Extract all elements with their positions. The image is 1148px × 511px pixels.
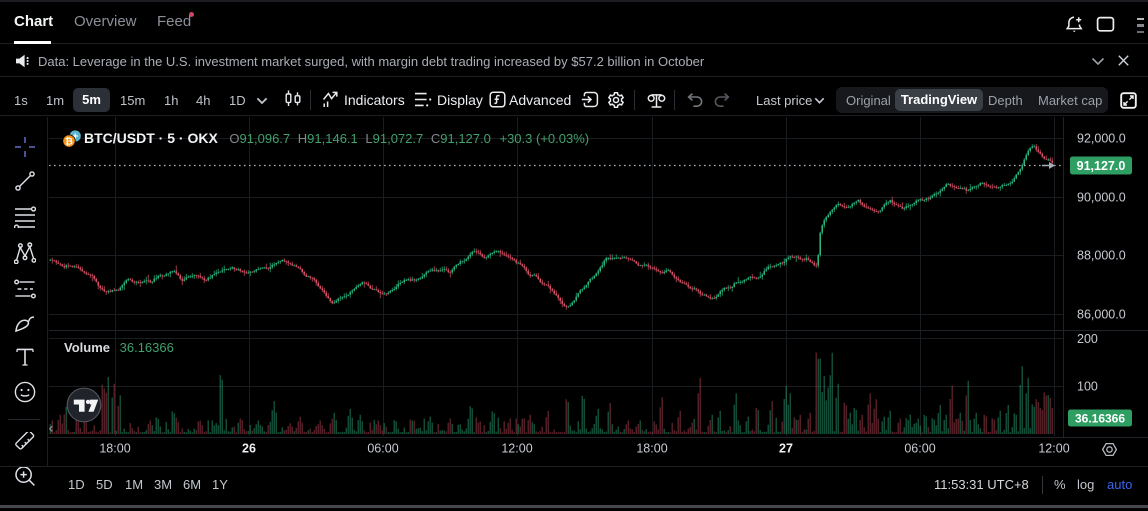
svg-text:90,000.0: 90,000.0: [1077, 191, 1126, 205]
svg-text:91,127.0: 91,127.0: [1077, 159, 1126, 173]
svg-text:92,000.0: 92,000.0: [1077, 132, 1126, 146]
svg-text:06:00: 06:00: [904, 442, 935, 456]
svg-text:26: 26: [242, 442, 256, 456]
svg-text:12:00: 12:00: [501, 442, 532, 456]
svg-text:88,000.0: 88,000.0: [1077, 249, 1126, 263]
svg-text:36.16366: 36.16366: [1075, 412, 1125, 426]
svg-text:06:00: 06:00: [367, 442, 398, 456]
svg-text:₿: ₿: [65, 137, 73, 148]
svg-text:18:00: 18:00: [99, 442, 130, 456]
svg-text:100: 100: [1077, 380, 1098, 394]
svg-text:27: 27: [779, 442, 793, 456]
svg-text:86,000.0: 86,000.0: [1077, 308, 1126, 322]
svg-text:18:00: 18:00: [636, 442, 667, 456]
svg-text:12:00: 12:00: [1038, 442, 1069, 456]
svg-text:200: 200: [1077, 332, 1098, 346]
